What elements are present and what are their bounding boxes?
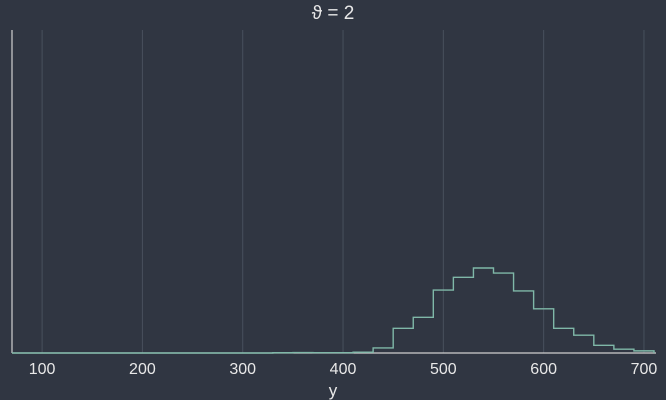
x-tick-label: 600: [530, 361, 557, 378]
grid: [41, 30, 645, 353]
x-tick-label: 700: [631, 361, 658, 378]
x-tick-label: 200: [129, 361, 156, 378]
chart-title: ϑ = 2: [312, 3, 355, 24]
x-tick-label: 100: [29, 361, 56, 378]
x-axis-label: y: [329, 381, 338, 400]
x-tick-label: 400: [330, 361, 357, 378]
x-tick-label: 500: [430, 361, 457, 378]
histogram-series: [12, 267, 655, 354]
x-tick-label: 300: [229, 361, 256, 378]
x-tick-labels: 100 200 300 400 500 600 700: [29, 361, 658, 378]
